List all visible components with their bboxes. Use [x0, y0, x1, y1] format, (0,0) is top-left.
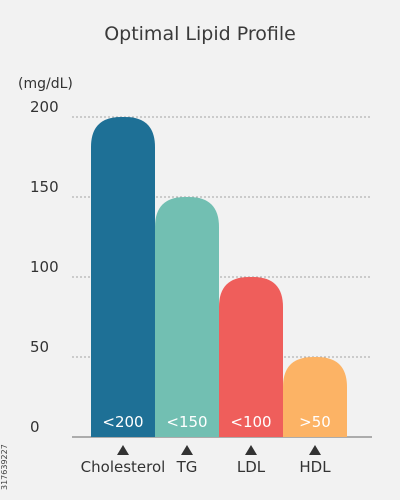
y-tick-label: 0: [30, 418, 40, 436]
bar-value-label: >50: [299, 413, 331, 431]
bar-ldl: [219, 277, 283, 437]
triangle-marker-icon: [245, 445, 257, 455]
y-axis-unit-label: (mg/dL): [18, 76, 73, 92]
category-label: TG: [176, 458, 198, 476]
bar-cholesterol: [91, 117, 155, 437]
chart-title: Optimal Lipid Profile: [104, 23, 296, 45]
bar-value-label: <200: [102, 413, 143, 431]
y-tick-label: 150: [30, 178, 59, 196]
y-tick-label: 100: [30, 258, 59, 276]
image-id-text: 317639227: [0, 444, 9, 490]
category-labels: Cholesterol TG LDL HDL: [81, 445, 331, 476]
category-label: HDL: [299, 458, 331, 476]
category-label: LDL: [237, 458, 266, 476]
y-tick-label: 50: [30, 338, 49, 356]
triangle-marker-icon: [181, 445, 193, 455]
bar-value-label: <100: [230, 413, 271, 431]
triangle-marker-icon: [309, 445, 321, 455]
bar-value-label: <150: [166, 413, 207, 431]
bar-hdl: [283, 357, 347, 437]
y-tick-labels: 0 50 100 150 200: [30, 98, 59, 436]
triangle-marker-icon: [117, 445, 129, 455]
category-label: Cholesterol: [81, 458, 166, 476]
bars: <200 <150 <100 >50: [91, 117, 347, 437]
y-tick-label: 200: [30, 98, 59, 116]
bar-tg: [155, 197, 219, 437]
